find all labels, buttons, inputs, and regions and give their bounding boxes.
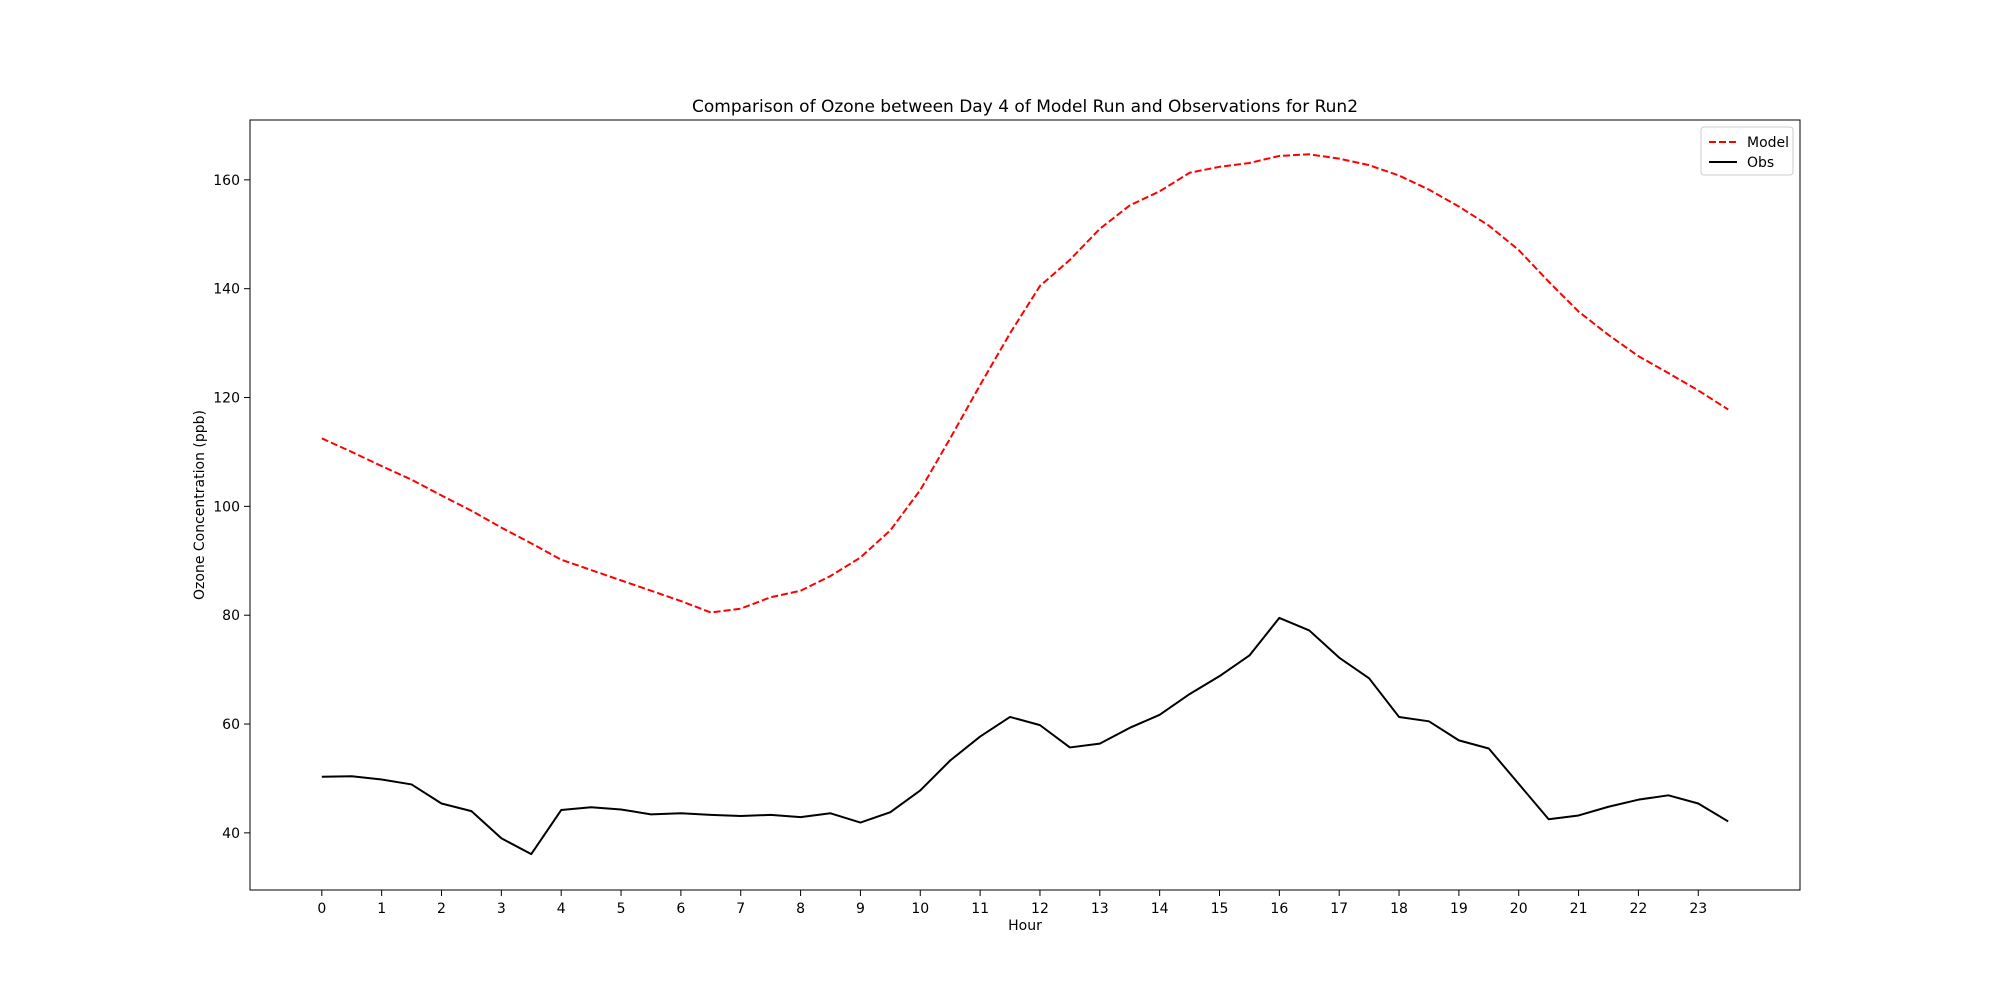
x-tick-label: 1 [377,901,386,917]
x-tick-label: 23 [1689,901,1707,917]
x-tick-label: 13 [1091,901,1109,917]
plot-area [249,119,1801,891]
y-tick-label: 40 [222,826,240,842]
y-tick-label: 100 [213,499,240,515]
y-tick-label: 80 [222,608,240,624]
x-tick-label: 16 [1270,901,1288,917]
x-tick-label: 2 [437,901,446,917]
x-tick-label: 8 [796,901,805,917]
x-tick-label: 21 [1570,901,1588,917]
x-tick-label: 10 [911,901,929,917]
x-tick-label: 17 [1330,901,1348,917]
x-tick-label: 18 [1390,901,1408,917]
x-tick-label: 4 [557,901,566,917]
x-tick-label: 3 [497,901,506,917]
series-line-model [321,153,1729,614]
x-tick-label: 11 [971,901,989,917]
x-tick-label: 20 [1510,901,1528,917]
y-axis-ticks: 40 60 80 100 120 140 160 [213,173,250,842]
y-tick-label: 140 [213,282,240,298]
y-tick-label: 160 [213,173,240,189]
x-axis-ticks: 0 1 2 3 4 5 6 7 8 9 10 11 12 13 14 15 16 17 18 19 20 21 22 23 [317,890,1707,917]
x-tick-label: 22 [1630,901,1648,917]
series-lines [321,153,1729,856]
x-tick-label: 15 [1211,901,1229,917]
legend: Model Obs [1700,126,1794,176]
x-tick-label: 9 [856,901,865,917]
x-tick-label: 12 [1031,901,1049,917]
y-tick-label: 60 [222,717,240,733]
y-axis-label: Ozone Concentration (ppb) [192,410,208,600]
legend-label-obs: Obs [1747,155,1774,171]
x-tick-label: 0 [317,901,326,917]
series-line-obs [321,616,1729,856]
x-tick-label: 19 [1450,901,1468,917]
x-tick-label: 6 [676,901,685,917]
x-tick-label: 5 [617,901,626,917]
x-axis-label: Hour [1008,918,1042,934]
y-tick-label: 120 [213,391,240,407]
legend-label-model: Model [1747,135,1789,151]
chart-title: Comparison of Ozone between Day 4 of Mod… [692,97,1358,117]
x-tick-label: 7 [736,901,745,917]
x-tick-label: 14 [1151,901,1169,917]
